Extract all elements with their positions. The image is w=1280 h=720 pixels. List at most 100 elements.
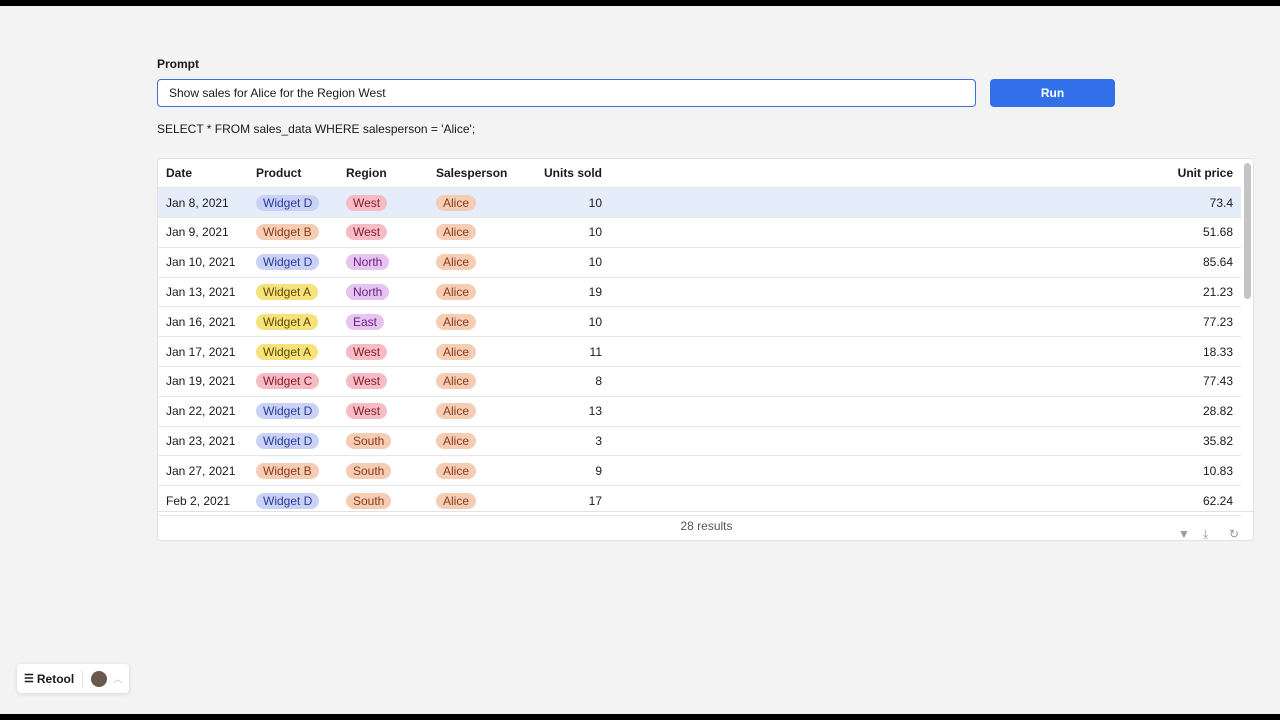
cell: 28.82 (1203, 404, 1233, 418)
cell: 10.83 (1203, 464, 1233, 478)
date-value: Jan 8, 2021 (166, 195, 229, 210)
product-tag: Widget B (256, 224, 319, 241)
chevron-up-icon[interactable]: ︿ (113, 674, 123, 684)
cell: West (346, 194, 388, 211)
units-sold-value: 11 (589, 344, 602, 359)
column-header-salesperson[interactable]: Salesperson (436, 166, 508, 180)
cell: Jan 19, 2021 (166, 374, 235, 388)
unit-price-value: 77.43 (1202, 374, 1233, 389)
avatar[interactable] (91, 670, 108, 687)
cell: Alice (436, 283, 477, 300)
cell: 13 (526, 404, 602, 418)
cell: Jan 9, 2021 (166, 225, 229, 239)
cell: Alice (436, 462, 477, 479)
table-row[interactable]: Jan 10, 2021 Widget D North Alice 10 85.64 (158, 248, 1241, 278)
cell: North (346, 254, 390, 271)
table-row[interactable]: Jan 17, 2021 Widget A West Alice 11 18.33 (158, 337, 1241, 367)
unit-price-value: 21.23 (1202, 284, 1233, 299)
region-tag: North (346, 254, 390, 271)
date-value: Jan 9, 2021 (166, 225, 229, 240)
product-tag: Widget D (256, 194, 320, 211)
cell: Widget A (256, 283, 319, 300)
cell: Widget D (256, 194, 320, 211)
table-row[interactable]: Jan 13, 2021 Widget A North Alice 19 21.23 (158, 277, 1241, 308)
cell: 18.33 (1203, 345, 1233, 359)
cell: 10 (526, 225, 602, 239)
cell: Alice (436, 343, 477, 360)
salesperson-tag: Alice (436, 403, 477, 420)
region-tag: West (346, 224, 388, 241)
salesperson-tag: Alice (436, 373, 477, 390)
scrollbar[interactable] (1244, 163, 1251, 299)
region-tag: South (346, 432, 392, 449)
region-tag: West (346, 343, 388, 360)
table-row[interactable]: Jan 22, 2021 Widget D West Alice 13 28.82 (158, 397, 1241, 427)
retool-badge[interactable]: ☰ Retool ︿ (17, 664, 129, 693)
units-sold-value: 9 (595, 463, 602, 478)
cell: Alice (436, 492, 477, 509)
cell: Widget D (256, 403, 320, 420)
date-value: Jan 13, 2021 (166, 284, 236, 299)
unit-price-value: 77.23 (1202, 314, 1233, 329)
units-sold-value: 17 (588, 493, 602, 508)
region-tag: South (346, 462, 392, 479)
cell: East (346, 313, 385, 330)
units-sold-value: 10 (588, 195, 602, 210)
table-row[interactable]: Jan 9, 2021 Widget B West Alice 10 51.68 (158, 218, 1241, 248)
table-row[interactable]: Jan 19, 2021 Widget C West Alice 8 77.43 (158, 367, 1241, 397)
cell: 10 (526, 196, 602, 210)
cell: 19 (526, 285, 602, 299)
product-tag: Widget A (256, 283, 319, 300)
top-bar (0, 0, 1280, 6)
cell: North (346, 283, 390, 300)
bottom-bar (0, 714, 1280, 720)
run-button[interactable]: Run (990, 79, 1115, 107)
region-tag: West (346, 373, 388, 390)
unit-price-value: 62.24 (1202, 493, 1233, 508)
date-value: Jan 17, 2021 (166, 344, 236, 359)
sql-query-text: SELECT * FROM sales_data WHERE salespers… (157, 122, 476, 136)
table-row[interactable]: Feb 2, 2021 Widget D South Alice 17 62.24 (158, 486, 1241, 516)
cell: Alice (436, 224, 477, 241)
cell: Jan 23, 2021 (166, 434, 235, 448)
date-value: Jan 16, 2021 (166, 314, 236, 329)
salesperson-tag: Alice (436, 432, 477, 449)
filter-icon[interactable]: ▼ (1178, 527, 1190, 541)
units-sold-value: 3 (595, 433, 602, 448)
table-row[interactable]: Jan 27, 2021 Widget B South Alice 9 10.83 (158, 456, 1241, 487)
column-header-region[interactable]: Region (346, 166, 387, 180)
cell: West (346, 403, 388, 420)
table-row[interactable]: Jan 23, 2021 Widget D South Alice 3 35.82 (158, 426, 1241, 457)
table-row[interactable]: Jan 8, 2021 Widget D West Alice 10 73.4 (158, 188, 1241, 218)
refresh-icon[interactable]: ↻ (1229, 527, 1240, 541)
salesperson-tag: Alice (436, 194, 477, 211)
cell: 21.23 (1203, 285, 1233, 299)
download-icon[interactable]: ⤓ (1203, 527, 1209, 541)
cell: 73.4 (1210, 196, 1233, 210)
cell: Jan 17, 2021 (166, 345, 235, 359)
cell: Widget B (256, 462, 319, 479)
cell: 11 (526, 345, 602, 359)
column-header-units-sold[interactable]: Units sold (543, 166, 602, 180)
column-header-date[interactable]: Date (166, 166, 193, 180)
cell: 9 (526, 464, 602, 478)
retool-logo-icon: ☰ (24, 673, 34, 685)
cell: 35.82 (1203, 434, 1233, 448)
cell: 10 (526, 255, 602, 269)
cell: Widget D (256, 492, 320, 509)
cell: Jan 22, 2021 (166, 404, 235, 418)
units-sold-value: 13 (588, 404, 602, 419)
prompt-input[interactable]: Show sales for Alice for the Region West (157, 79, 976, 107)
cell: Feb 2, 2021 (166, 494, 230, 508)
cell: Alice (436, 313, 477, 330)
product-tag: Widget A (256, 313, 319, 330)
column-header-product[interactable]: Product (256, 166, 302, 180)
unit-price-value: 51.68 (1202, 225, 1233, 240)
results-table: Date Product Region Salesperson Units sold Un… (157, 158, 1254, 541)
salesperson-tag: Alice (436, 313, 477, 330)
column-header-unit-price[interactable]: Unit price (1177, 166, 1233, 180)
product-tag: Widget A (256, 343, 319, 360)
cell: Jan 8, 2021 (166, 196, 229, 210)
product-tag: Widget D (256, 403, 320, 420)
table-row[interactable]: Jan 16, 2021 Widget A East Alice 10 77.23 (158, 307, 1241, 338)
